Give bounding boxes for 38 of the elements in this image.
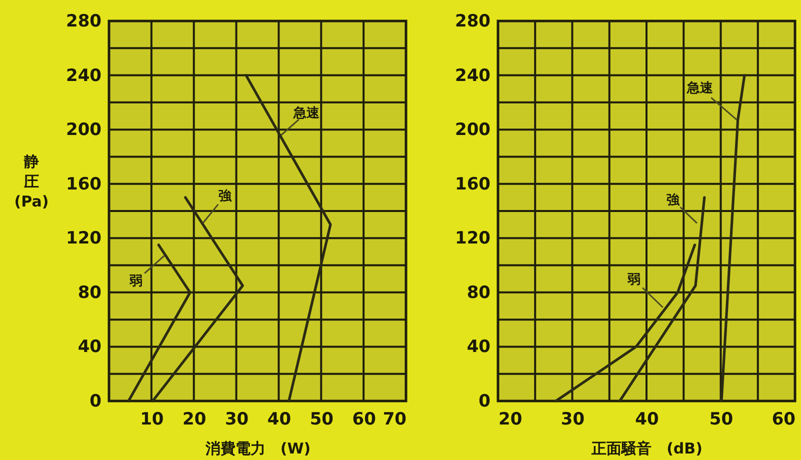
line-series bbox=[554, 244, 696, 402]
y-tick-label: 40 bbox=[78, 337, 102, 358]
y-tick-label: 0 bbox=[90, 392, 102, 412]
annotation: 急速 bbox=[686, 81, 714, 96]
y-tick-label: 280 bbox=[455, 12, 491, 32]
x-tick-label: 30 bbox=[224, 410, 249, 430]
x-tick-label: 60 bbox=[352, 410, 376, 430]
y-tick-label: 120 bbox=[66, 228, 102, 249]
y-tick-label: 80 bbox=[466, 282, 491, 303]
x-tick-label: 40 bbox=[267, 410, 292, 430]
x-tick-label: 50 bbox=[709, 410, 734, 430]
annotation: 急速 bbox=[292, 106, 320, 121]
annotation: 弱 bbox=[626, 272, 640, 288]
x-tick-label: 20 bbox=[498, 410, 522, 430]
y-tick-label: 280 bbox=[66, 12, 102, 32]
x-axis-title: 正面騒音 (dB) bbox=[590, 440, 702, 458]
y-tick-label: 120 bbox=[455, 228, 491, 249]
y-tick-label: 160 bbox=[66, 174, 102, 194]
x-tick-label: 10 bbox=[140, 410, 164, 430]
annotation: 弱 bbox=[128, 274, 143, 289]
y-tick-label: 40 bbox=[466, 337, 491, 358]
x-tick-label: 40 bbox=[635, 410, 659, 430]
y-tick-label: 200 bbox=[455, 120, 491, 140]
annotation: 強 bbox=[666, 192, 680, 208]
y-axis-title: 静圧 (Pa) bbox=[14, 152, 49, 210]
y-tick-label: 160 bbox=[455, 174, 491, 194]
x-axis-title: 消費電力 (W) bbox=[204, 440, 311, 458]
x-tick-label: 50 bbox=[310, 410, 334, 430]
y-tick-label: 240 bbox=[455, 66, 491, 86]
x-tick-label: 60 bbox=[772, 410, 796, 430]
y-tick-label: 200 bbox=[66, 120, 102, 140]
x-tick-label: 70 bbox=[382, 410, 407, 430]
x-tick-label: 30 bbox=[560, 410, 585, 430]
annotation: 強 bbox=[218, 188, 232, 204]
y-tick-label: 0 bbox=[478, 392, 491, 412]
y-tick-label: 240 bbox=[66, 66, 102, 86]
y-tick-label: 80 bbox=[78, 282, 102, 303]
x-tick-label: 20 bbox=[182, 410, 206, 430]
